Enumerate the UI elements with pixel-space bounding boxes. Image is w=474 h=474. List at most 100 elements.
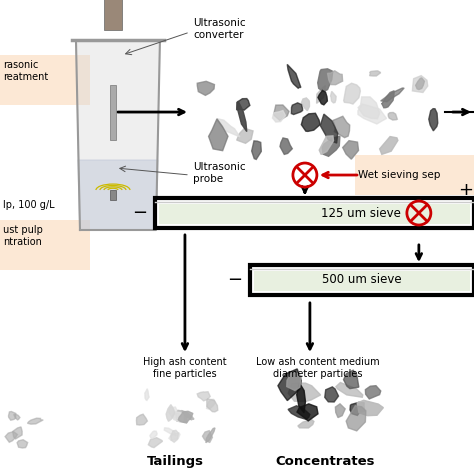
Text: −: − <box>227 271 242 289</box>
Polygon shape <box>336 404 345 418</box>
Polygon shape <box>320 114 338 143</box>
Polygon shape <box>412 76 428 92</box>
Polygon shape <box>319 136 334 155</box>
Polygon shape <box>166 405 175 421</box>
Text: rasonic
reatment: rasonic reatment <box>3 60 48 82</box>
Polygon shape <box>145 389 149 401</box>
Polygon shape <box>358 104 387 124</box>
Text: ust pulp
ntration: ust pulp ntration <box>3 225 43 246</box>
Polygon shape <box>330 91 336 103</box>
Polygon shape <box>182 410 194 420</box>
Polygon shape <box>278 369 301 401</box>
Polygon shape <box>169 433 180 440</box>
Polygon shape <box>197 392 210 401</box>
Polygon shape <box>150 431 157 438</box>
Polygon shape <box>287 372 301 391</box>
Polygon shape <box>17 440 27 448</box>
Polygon shape <box>168 407 180 418</box>
Polygon shape <box>333 116 350 137</box>
Polygon shape <box>301 113 320 131</box>
Text: Wet sieving sep: Wet sieving sep <box>358 170 440 180</box>
Polygon shape <box>207 399 215 409</box>
Polygon shape <box>76 40 160 230</box>
Polygon shape <box>416 78 424 90</box>
Polygon shape <box>317 86 325 103</box>
Polygon shape <box>382 91 394 108</box>
Polygon shape <box>325 387 338 402</box>
Bar <box>155 198 474 228</box>
Polygon shape <box>287 64 301 88</box>
Text: lp, 100 g/L: lp, 100 g/L <box>3 200 55 210</box>
Polygon shape <box>328 71 343 85</box>
Text: Tailings: Tailings <box>146 455 203 468</box>
Polygon shape <box>318 69 333 91</box>
Polygon shape <box>297 383 305 413</box>
Polygon shape <box>322 136 340 156</box>
Polygon shape <box>273 110 285 122</box>
Polygon shape <box>298 419 314 428</box>
Polygon shape <box>171 430 179 442</box>
Polygon shape <box>218 119 240 137</box>
Polygon shape <box>301 98 310 111</box>
Polygon shape <box>237 128 253 143</box>
Polygon shape <box>346 406 366 431</box>
Polygon shape <box>429 109 438 131</box>
Polygon shape <box>202 431 212 443</box>
Polygon shape <box>297 404 318 421</box>
Bar <box>0 220 90 270</box>
Polygon shape <box>288 406 310 419</box>
Polygon shape <box>273 105 289 120</box>
Polygon shape <box>318 91 328 105</box>
Bar <box>104 0 122 30</box>
Text: +: + <box>458 181 474 199</box>
Text: 125 um sieve: 125 um sieve <box>321 207 401 219</box>
Polygon shape <box>148 438 163 447</box>
Bar <box>159 204 470 224</box>
Bar <box>0 55 90 105</box>
Bar <box>254 271 470 291</box>
Polygon shape <box>343 141 358 159</box>
Polygon shape <box>381 88 404 102</box>
Polygon shape <box>9 411 16 420</box>
Polygon shape <box>344 83 360 104</box>
Bar <box>110 85 116 140</box>
Polygon shape <box>164 428 176 436</box>
Polygon shape <box>288 383 320 401</box>
Polygon shape <box>207 399 218 412</box>
Text: 500 um sieve: 500 um sieve <box>322 273 401 286</box>
Bar <box>110 190 116 200</box>
Polygon shape <box>137 414 147 425</box>
Polygon shape <box>280 138 292 155</box>
Polygon shape <box>252 141 261 159</box>
Polygon shape <box>178 411 193 423</box>
Polygon shape <box>370 71 381 76</box>
Polygon shape <box>78 160 158 230</box>
Polygon shape <box>209 119 228 151</box>
Polygon shape <box>336 383 363 397</box>
Polygon shape <box>358 97 380 119</box>
Polygon shape <box>27 418 43 424</box>
Bar <box>250 265 474 295</box>
Bar <box>355 155 474 195</box>
Polygon shape <box>197 82 214 95</box>
Text: −: − <box>132 204 147 222</box>
Polygon shape <box>380 137 398 155</box>
Polygon shape <box>344 370 359 389</box>
Text: High ash content
fine particles: High ash content fine particles <box>143 357 227 379</box>
Polygon shape <box>13 427 22 439</box>
Polygon shape <box>357 400 383 416</box>
Polygon shape <box>5 432 18 442</box>
Polygon shape <box>388 112 397 120</box>
Polygon shape <box>365 386 381 399</box>
Polygon shape <box>172 412 183 422</box>
Text: Low ash content medium
diameter particles: Low ash content medium diameter particle… <box>256 357 380 379</box>
Polygon shape <box>176 410 187 422</box>
Text: Ultrasonic
probe: Ultrasonic probe <box>193 162 246 183</box>
Text: Concentrates: Concentrates <box>275 455 374 468</box>
Polygon shape <box>237 99 250 110</box>
Polygon shape <box>14 414 20 420</box>
Text: Ultrasonic
converter: Ultrasonic converter <box>193 18 246 40</box>
Polygon shape <box>350 402 365 415</box>
Polygon shape <box>237 101 247 132</box>
Polygon shape <box>206 428 215 443</box>
